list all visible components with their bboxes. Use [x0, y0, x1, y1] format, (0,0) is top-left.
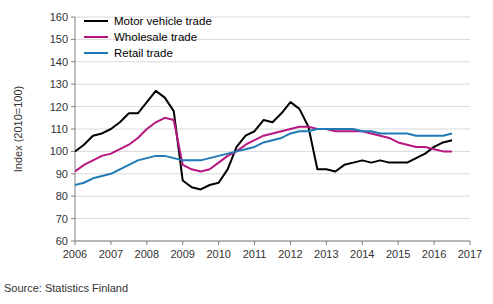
grid-line	[75, 106, 470, 107]
y-tick	[71, 173, 75, 174]
grid-line	[75, 129, 470, 130]
y-tick	[71, 106, 75, 107]
legend-swatch	[84, 52, 108, 54]
y-tick-label: 140	[50, 56, 68, 68]
x-tick	[290, 241, 291, 245]
x-tick	[326, 241, 327, 245]
chart: 60 70 80 90 100 110 120 130 140 150 160 2006 2007 200…	[0, 0, 493, 304]
y-tick	[71, 17, 75, 18]
y-tick-label: 160	[50, 11, 68, 23]
x-tick	[398, 241, 399, 245]
y-tick	[71, 151, 75, 152]
legend-label: Wholesale trade	[114, 31, 197, 43]
y-tick-label: 130	[50, 78, 68, 90]
x-tick-label: 2010	[206, 248, 230, 260]
x-tick-label: 2009	[170, 248, 194, 260]
x-tick-label: 2007	[99, 248, 123, 260]
grid-line	[75, 241, 470, 242]
legend: Motor vehicle trade Wholesale trade Retail…	[84, 15, 212, 59]
y-tick-label: 90	[56, 168, 68, 180]
y-tick	[71, 196, 75, 197]
x-tick-label: 2006	[63, 248, 87, 260]
x-tick	[146, 241, 147, 245]
series-line	[75, 129, 452, 185]
x-tick-label: 2015	[386, 248, 410, 260]
x-tick-label: 2013	[314, 248, 338, 260]
x-tick	[470, 241, 471, 245]
legend-swatch	[84, 36, 108, 38]
source-note: Source: Statistics Finland	[4, 282, 128, 294]
y-tick-label: 100	[50, 145, 68, 157]
y-tick-label: 60	[56, 235, 68, 247]
y-tick-label: 120	[50, 101, 68, 113]
grid-line	[75, 151, 470, 152]
legend-label: Retail trade	[114, 47, 173, 59]
legend-label: Motor vehicle trade	[114, 15, 212, 27]
y-tick	[71, 84, 75, 85]
y-tick	[71, 61, 75, 62]
plot-area	[75, 91, 452, 190]
legend-swatch	[84, 20, 108, 22]
grid-line	[75, 173, 470, 174]
grid-line	[75, 196, 470, 197]
y-tick-label: 70	[56, 213, 68, 225]
x-tick-label: 2008	[135, 248, 159, 260]
series-line	[75, 91, 452, 190]
x-axis	[75, 241, 470, 242]
x-tick	[362, 241, 363, 245]
x-tick	[182, 241, 183, 245]
grid-line	[75, 218, 470, 219]
y-tick-label: 110	[50, 123, 68, 135]
x-tick	[110, 241, 111, 245]
y-tick	[71, 129, 75, 130]
y-tick	[71, 241, 75, 242]
grid-line	[75, 61, 470, 62]
x-tick-label: 2017	[458, 248, 482, 260]
grid-line	[75, 84, 470, 85]
y-axis	[75, 17, 76, 241]
x-tick	[434, 241, 435, 245]
y-axis-label: Index (2010=100)	[12, 86, 24, 173]
y-tick	[71, 218, 75, 219]
y-tick	[71, 39, 75, 40]
x-tick-label: 2014	[350, 248, 374, 260]
x-tick-label: 2012	[278, 248, 302, 260]
x-tick	[75, 241, 76, 245]
x-tick	[254, 241, 255, 245]
y-tick-label: 80	[56, 190, 68, 202]
x-tick-label: 2011	[243, 248, 267, 260]
y-tick-label: 150	[50, 33, 68, 45]
x-tick	[218, 241, 219, 245]
x-tick-label: 2016	[422, 248, 446, 260]
